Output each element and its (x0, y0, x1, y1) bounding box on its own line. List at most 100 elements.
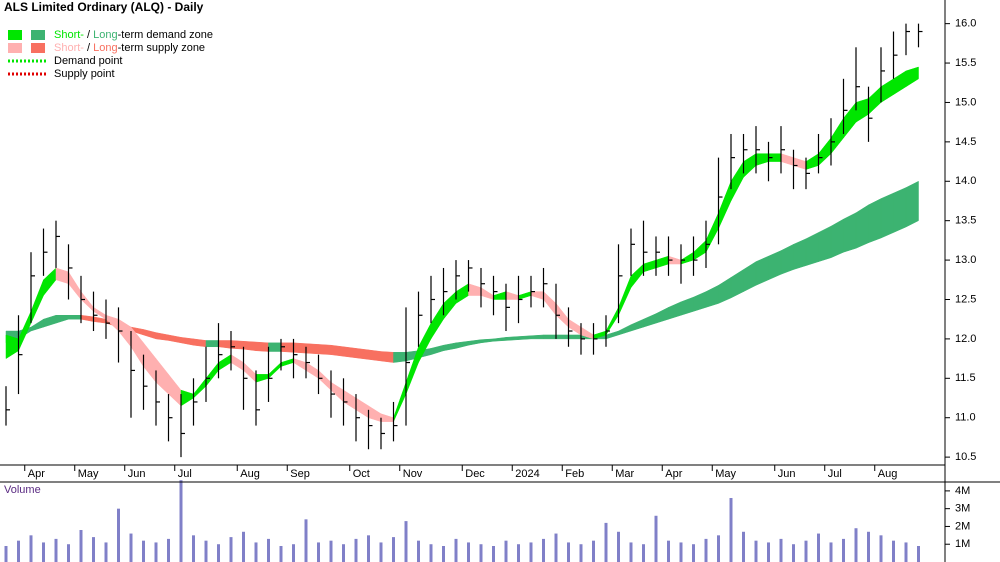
volume-bar (104, 542, 108, 562)
volume-bar (304, 519, 308, 562)
volume-bar (442, 546, 445, 562)
volume-bar (42, 542, 45, 562)
long-zone-segment (68, 315, 82, 320)
y-tick-label: 13.5 (955, 215, 976, 227)
volume-bar (792, 544, 795, 562)
chart-title: ALS Limited Ordinary (ALQ) - Daily (4, 0, 204, 14)
y-tick-label: 11.0 (955, 412, 976, 424)
volume-bar (779, 538, 783, 562)
legend-label: Supply point (54, 68, 115, 80)
volume-bar (204, 540, 208, 562)
long-zone-segment (793, 238, 807, 270)
volume-bar (804, 540, 808, 562)
legend-swatch (8, 43, 22, 53)
long-zone-segment (243, 340, 257, 352)
volume-bar (829, 542, 833, 562)
volume-bar (504, 540, 508, 562)
x-tick-label: Jun (128, 468, 146, 480)
legend-part: Long (93, 42, 117, 54)
long-zone-segment (280, 342, 294, 353)
volume-bar (404, 521, 408, 562)
y-tick-label: 16.0 (955, 18, 976, 30)
long-zone-segment (830, 218, 844, 259)
x-tick-label: Jul (828, 468, 842, 480)
long-zone-segment (330, 344, 344, 357)
volume-bar (217, 544, 220, 562)
y-tick-label: 13.0 (955, 254, 976, 266)
volume-bar (4, 546, 8, 562)
long-zone-segment (843, 212, 857, 253)
short-zone-segment (905, 66, 919, 88)
volume-bar (654, 515, 658, 562)
volume-bar (854, 528, 858, 562)
x-tick-label: Dec (465, 468, 485, 480)
long-zone-segment (255, 341, 269, 352)
legend-label: Short- / Long-term demand zone (54, 29, 213, 41)
long-zone-segment (193, 338, 207, 348)
volume-bar (17, 540, 20, 562)
volume-bar (454, 538, 458, 562)
volume-bar (642, 544, 645, 562)
volume-bar (842, 538, 845, 562)
y-tick-label: 14.0 (955, 175, 976, 187)
volume-bar (117, 508, 120, 562)
legend-part: -term demand zone (118, 29, 213, 41)
volume-bar (292, 544, 295, 562)
long-zone-segment (293, 342, 307, 354)
volume-bar (892, 540, 895, 562)
volume-bar (517, 544, 520, 562)
volume-bar (767, 542, 770, 562)
long-zone-segment (868, 198, 882, 244)
volume-bar (742, 531, 745, 562)
volume-bar (879, 535, 883, 562)
x-tick-label: Apr (28, 468, 45, 480)
volume-bar (579, 544, 583, 562)
volume-bar (54, 538, 58, 562)
long-zone-segment (518, 335, 532, 340)
volume-bar (229, 537, 233, 562)
long-zone-segment (818, 225, 832, 263)
legend-part: / (84, 29, 93, 41)
long-zone-segment (268, 342, 282, 352)
y-tick-label: 11.5 (955, 372, 976, 384)
x-tick-label: Aug (878, 468, 898, 480)
long-zone-segment (205, 340, 219, 348)
long-zone-segment (505, 336, 519, 341)
volume-bar (729, 498, 733, 562)
long-zone-segment (318, 344, 332, 355)
long-zone-segment (855, 204, 869, 249)
x-tick-label: Jun (778, 468, 796, 480)
volume-bar (567, 542, 570, 562)
x-tick-label: May (78, 468, 99, 480)
x-tick-label: 2024 (515, 468, 539, 480)
legend-part: Long (93, 29, 117, 41)
volume-bars (4, 480, 920, 562)
volume-bar (179, 480, 183, 562)
volume-bar (429, 544, 433, 562)
volume-bar (279, 546, 283, 562)
x-tick-label: Oct (353, 468, 370, 480)
long-zone-segment (380, 351, 394, 363)
volume-bar (542, 538, 545, 562)
volume-bar (167, 538, 170, 562)
legend-label: Demand point (54, 55, 123, 67)
volume-bar (129, 533, 133, 562)
volume-bar (329, 540, 333, 562)
long-zone-segment (355, 348, 369, 360)
x-tick-label: May (715, 468, 736, 480)
long-zone-segment (343, 346, 357, 359)
legend-label: Short- / Long-term supply zone (54, 42, 205, 54)
volume-bar (492, 546, 495, 562)
long-zone-segment (893, 187, 907, 233)
legend-part: -term supply zone (118, 42, 205, 54)
volume-bar (342, 544, 345, 562)
volume-bar (79, 530, 83, 562)
long-zone-segment (568, 334, 582, 340)
long-zone-segment (218, 340, 232, 349)
volume-bar (417, 540, 420, 562)
y-tick-label: 12.0 (955, 333, 976, 345)
long-zone-segment (230, 340, 244, 350)
